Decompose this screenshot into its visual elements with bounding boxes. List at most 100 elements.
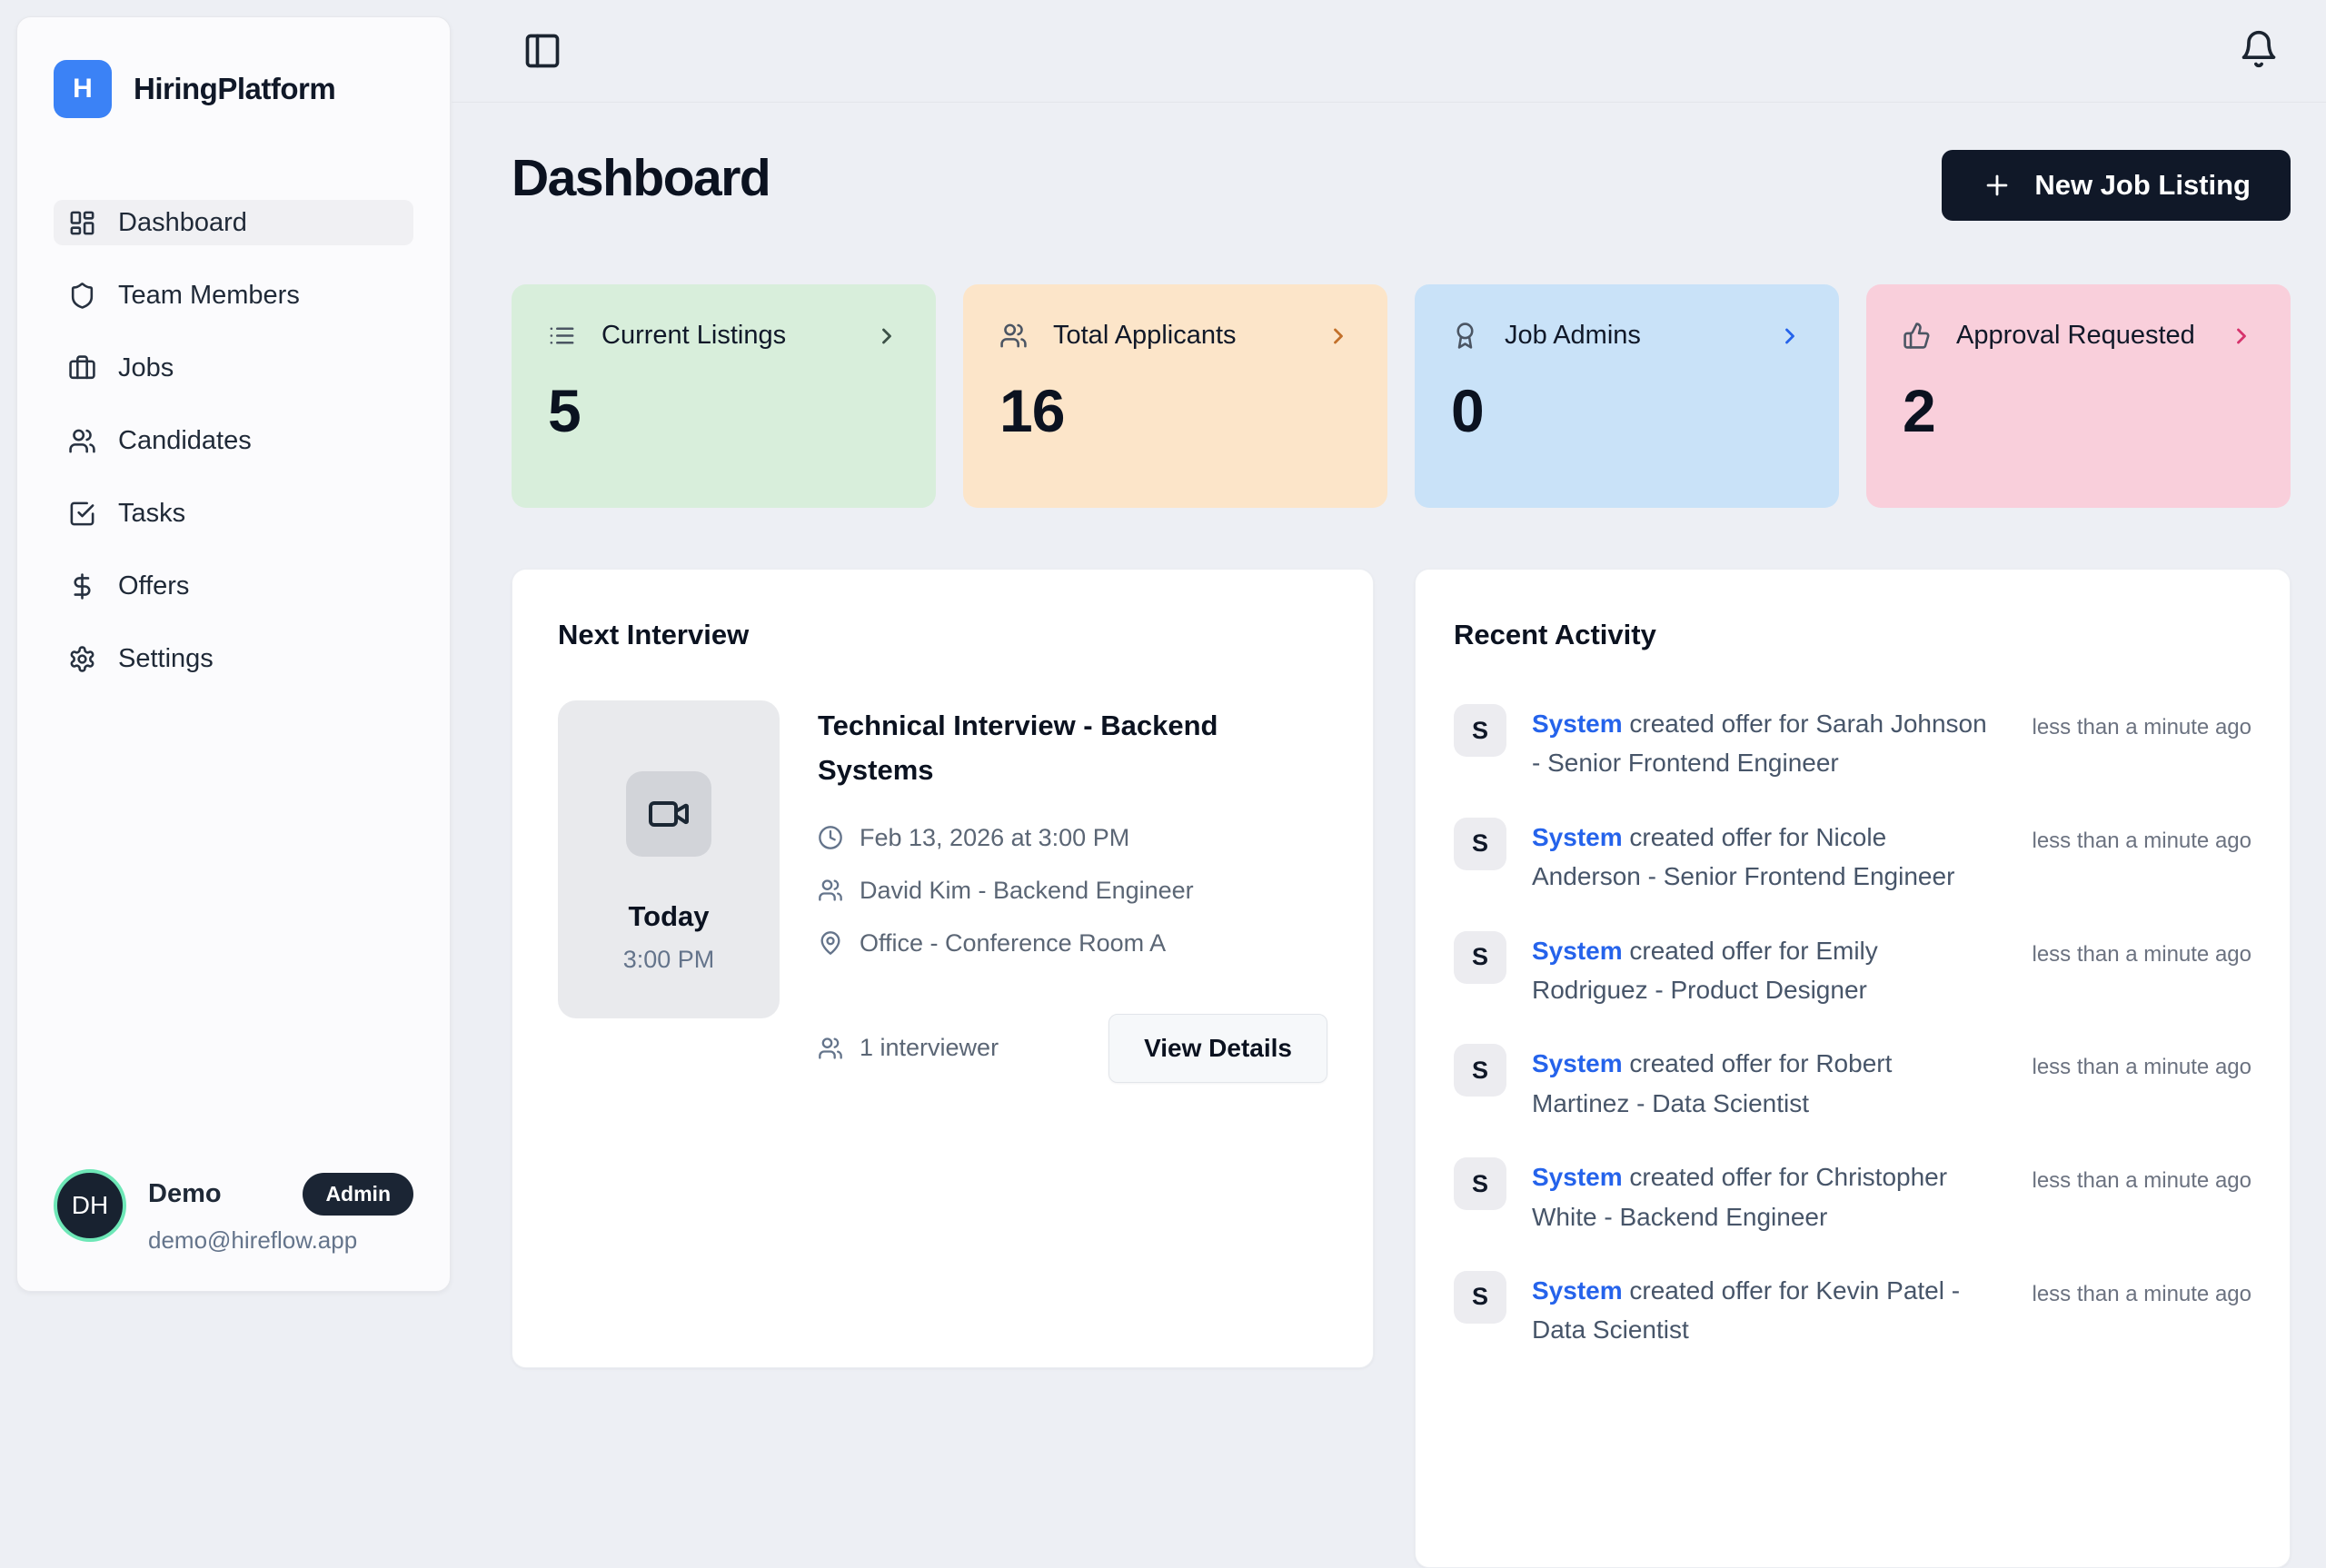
- sidebar-item-label: Dashboard: [118, 207, 247, 237]
- stat-label: Total Applicants: [1053, 321, 1237, 350]
- activity-avatar: S: [1454, 1044, 1506, 1097]
- activity-timestamp: less than a minute ago: [2032, 1281, 2252, 1306]
- bell-icon: [2242, 30, 2276, 67]
- activity-timestamp: less than a minute ago: [2032, 941, 2252, 967]
- app-logo: H: [54, 60, 112, 118]
- chevron-right-icon[interactable]: [1326, 323, 1351, 349]
- stat-label: Approval Requested: [1956, 321, 2195, 350]
- sidebar-item-jobs[interactable]: Jobs: [54, 345, 413, 391]
- activity-timestamp: less than a minute ago: [2032, 828, 2252, 853]
- app-brand: H HiringPlatform: [17, 17, 450, 127]
- users-icon: [69, 429, 95, 452]
- list-icon: [550, 327, 574, 344]
- user-email: demo@hireflow.app: [148, 1226, 358, 1254]
- interview-location: Office - Conference Room A: [860, 928, 1167, 957]
- view-details-button[interactable]: View Details: [1108, 1013, 1327, 1083]
- users-icon: [819, 879, 842, 902]
- sidebar-item-offers[interactable]: Offers: [54, 563, 413, 609]
- sidebar-item-label: Offers: [118, 571, 190, 600]
- stat-card-current-listings[interactable]: Current Listings 5: [512, 284, 936, 508]
- sidebar-item-label: Team Members: [118, 280, 300, 310]
- sidebar-item-settings[interactable]: Settings: [54, 636, 413, 681]
- video-icon: [649, 801, 689, 827]
- stat-card-job-admins[interactable]: Job Admins 0: [1415, 284, 1839, 508]
- activity-message: System created offer for Nicole Anderson…: [1532, 822, 1955, 891]
- activity-actor-link[interactable]: System: [1532, 1275, 1623, 1305]
- activity-message: System created offer for Kevin Patel - D…: [1532, 1275, 1961, 1345]
- activity-avatar: S: [1454, 930, 1506, 984]
- next-interview-title: Next Interview: [558, 619, 750, 650]
- sidebar-item-candidates[interactable]: Candidates: [54, 418, 413, 463]
- interview-date-tile: Today 3:00 PM: [558, 700, 780, 1018]
- stat-label: Current Listings: [601, 321, 787, 350]
- activity-item: S System created offer for Kevin Patel -…: [1454, 1270, 2252, 1350]
- dollar-icon: [74, 572, 91, 600]
- activity-item: S System created offer for Christopher W…: [1454, 1157, 2251, 1236]
- chevron-right-icon[interactable]: [2229, 323, 2254, 349]
- activity-avatar: S: [1454, 817, 1506, 870]
- user-panel[interactable]: DH Demo Admin demo@hireflow.app: [17, 1169, 450, 1291]
- activity-timestamp: less than a minute ago: [2032, 1055, 2252, 1080]
- sidebar-item-dashboard[interactable]: Dashboard: [54, 200, 413, 245]
- interview-day: Today: [628, 900, 710, 932]
- activity-actor-link[interactable]: System: [1532, 710, 1623, 738]
- panel-left-icon: [525, 34, 560, 68]
- sidebar-item-label: Settings: [118, 643, 214, 673]
- stat-card-total-applicants[interactable]: Total Applicants 16: [963, 284, 1387, 508]
- activity-actor-link[interactable]: System: [1532, 822, 1623, 851]
- user-name: Demo: [148, 1179, 222, 1208]
- activity-actor-link[interactable]: System: [1532, 1049, 1623, 1078]
- sidebar-toggle-button[interactable]: [522, 31, 562, 71]
- interview-datetime: Feb 13, 2026 at 3:00 PM: [860, 823, 1130, 851]
- activity-avatar: S: [1454, 1270, 1506, 1324]
- activity-actor-link[interactable]: System: [1532, 1163, 1623, 1192]
- activity-message: System created offer for Emily Rodriguez…: [1532, 936, 1878, 1004]
- sidebar-item-label: Candidates: [118, 425, 252, 455]
- sidebar-item-team-members[interactable]: Team Members: [54, 273, 413, 318]
- gear-icon: [70, 645, 94, 672]
- layout-dashboard-icon: [70, 211, 94, 234]
- activity-message: System created offer for Christopher Whi…: [1532, 1163, 1948, 1231]
- shield-icon: [71, 282, 94, 309]
- users-icon: [1000, 323, 1027, 348]
- plus-icon: [1986, 174, 2008, 196]
- chevron-right-icon[interactable]: [1777, 323, 1803, 349]
- page-title: Dashboard: [512, 149, 771, 207]
- clock-icon: [819, 826, 842, 850]
- new-job-listing-button[interactable]: New Job Listing: [1942, 150, 2291, 221]
- activity-item: S System created offer for Sarah Johnson…: [1454, 704, 2251, 783]
- activity-item: S System created offer for Robert Martin…: [1454, 1044, 2251, 1123]
- award-icon: [1456, 323, 1474, 349]
- activity-avatar: S: [1454, 1157, 1506, 1211]
- stat-label: Job Admins: [1505, 321, 1641, 350]
- stat-cards: Current Listings 5 Total Applicants 16 J…: [512, 284, 2291, 508]
- activity-timestamp: less than a minute ago: [2032, 715, 2252, 739]
- main-area: Dashboard New Job Listing Current Listin…: [452, 0, 2326, 1568]
- stat-card-approval-requested[interactable]: Approval Requested 2: [1866, 284, 2291, 508]
- sidebar-item-label: Jobs: [118, 352, 174, 382]
- activity-item: S System created offer for Nicole Anders…: [1454, 817, 2252, 897]
- avatar: DH: [54, 1169, 126, 1242]
- recent-activity-title: Recent Activity: [1454, 619, 1656, 650]
- role-badge: Admin: [303, 1173, 413, 1216]
- users-icon: [819, 1037, 842, 1059]
- activity-item: S System created offer for Emily Rodrigu…: [1454, 930, 2252, 1010]
- activity-message: System created offer for Sarah Johnson -…: [1532, 710, 1987, 778]
- interview-time: 3:00 PM: [622, 946, 715, 973]
- sidebar-item-label: Tasks: [118, 498, 186, 528]
- stat-value: 5: [548, 377, 582, 444]
- notifications-button[interactable]: [2239, 29, 2279, 69]
- activity-avatar: S: [1454, 704, 1506, 757]
- sidebar-nav: Dashboard Team Members Jobs Candidates T…: [17, 200, 450, 681]
- activity-message: System created offer for Robert Martinez…: [1532, 1049, 1893, 1117]
- interviewer-count: 1 interviewer: [860, 1034, 999, 1062]
- app-name: HiringPlatform: [134, 72, 336, 105]
- map-pin-icon: [820, 931, 840, 956]
- chevron-right-icon[interactable]: [874, 323, 900, 349]
- sidebar-item-tasks[interactable]: Tasks: [54, 491, 413, 536]
- activity-actor-link[interactable]: System: [1532, 936, 1623, 965]
- activity-list: S System created offer for Sarah Johnson…: [1454, 704, 2251, 1350]
- recent-activity-panel: Recent Activity S System created offer f…: [1415, 569, 2291, 1568]
- interview-title: Technical Interview - Backend Systems: [818, 710, 1218, 786]
- activity-timestamp: less than a minute ago: [2032, 1168, 2252, 1194]
